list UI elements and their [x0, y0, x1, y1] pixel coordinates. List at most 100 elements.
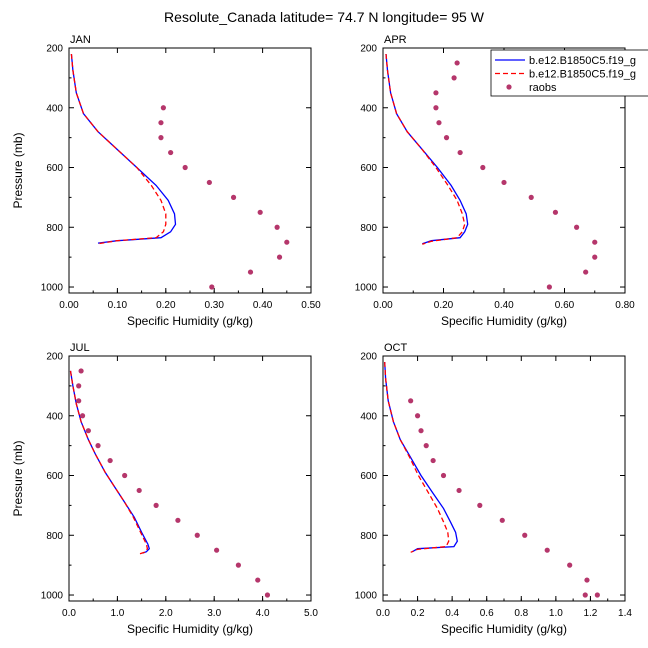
x-tick-label: 3.0 [207, 608, 221, 619]
x-tick-label: 0.50 [301, 300, 321, 311]
y-tick-label: 600 [360, 471, 377, 482]
raobs-point [436, 120, 442, 126]
raobs-point [583, 269, 589, 275]
series-model-dashed-line [385, 53, 466, 245]
raobs-point [78, 368, 84, 374]
raobs-point [284, 239, 290, 245]
raobs-point [76, 383, 82, 389]
y-tick-label: 600 [46, 163, 63, 174]
x-tick-label: 1.0 [110, 608, 124, 619]
legend-marker [506, 84, 512, 90]
raobs-point [206, 179, 212, 186]
x-tick-label: 0.20 [434, 300, 454, 311]
series-model-solid-line [384, 361, 458, 553]
x-tick-label: 0.20 [156, 300, 176, 311]
raobs-point [247, 269, 254, 275]
panel-oct: OCT 0.0 0.2 0.4 0.6 0.8 1.0 1.2 1.4 200 400 600 800 1… [355, 342, 633, 636]
x-tick-label: 0.10 [108, 300, 128, 311]
raobs-point [209, 284, 215, 290]
x-tick-label: 4.0 [256, 608, 270, 619]
raobs-point [194, 532, 200, 538]
legend-label: b.e12.B1850C5.f19_g [529, 69, 636, 81]
raobs-point [230, 194, 237, 200]
raobs-point [408, 398, 414, 404]
raobs-point [95, 443, 101, 449]
raobs-point [76, 398, 82, 404]
x-tick-label: 0.0 [62, 608, 76, 619]
raobs-point [477, 502, 483, 508]
raobs-point [160, 105, 166, 111]
legend-entry: b.e12.B1850C5.f19_g [495, 69, 636, 81]
legend: b.e12.B1850C5.f19_g b.e12.B1850C5.f19_gra… [490, 49, 648, 97]
raobs-point [214, 547, 220, 553]
x-tick-label: 0.6 [480, 608, 494, 619]
raobs-point [276, 254, 283, 260]
x-tick-label: 0.8 [514, 608, 528, 619]
panel-jan: JAN 0.00 0.10 0.20 0.30 0.40 0.50 200 400 600 800 1… [11, 34, 321, 328]
raobs-point [153, 502, 159, 508]
y-tick-label: 600 [46, 471, 63, 482]
raobs-point [175, 517, 181, 523]
x-tick-label: 2.0 [159, 608, 173, 619]
raobs-point [433, 105, 439, 111]
x-tick-label: 1.2 [583, 608, 597, 619]
y-tick-label: 1000 [355, 283, 378, 294]
x-tick-label: 0.00 [373, 300, 393, 311]
raobs-point [552, 209, 559, 215]
panel-label: OCT [384, 342, 408, 354]
legend-label: raobs [529, 82, 557, 94]
raobs-point [79, 413, 86, 419]
raobs-point [567, 562, 573, 568]
y-axis-title: Pressure (mb) [11, 440, 25, 516]
raobs-point [456, 487, 462, 494]
x-axis-title: Specific Humidity (g/kg) [127, 622, 253, 636]
series-model-solid-line [69, 370, 151, 554]
series-model-dashed-line [70, 53, 167, 245]
legend-box [490, 49, 648, 97]
x-tick-label: 0.00 [59, 300, 79, 311]
panel-label: JAN [70, 34, 91, 46]
raobs-point [257, 209, 263, 215]
series-raobs [76, 368, 271, 598]
series-raobs [408, 398, 600, 598]
y-tick-label: 800 [46, 531, 63, 542]
raobs-point [430, 457, 436, 464]
panel-jul: JUL 0.0 1.0 2.0 3.0 4.0 5.0 200 400 600 800 1000 Spe… [11, 342, 318, 636]
raobs-point [499, 517, 505, 523]
series-model-solid-line [70, 53, 177, 244]
y-tick-label: 200 [360, 352, 377, 363]
x-tick-label: 1.4 [618, 608, 632, 619]
x-tick-label: 0.4 [445, 608, 459, 619]
y-tick-label: 600 [360, 163, 377, 174]
panel-label: APR [384, 34, 407, 46]
x-axis-title: Specific Humidity (g/kg) [441, 314, 567, 328]
raobs-point [264, 592, 271, 598]
panel-label: JUL [70, 342, 90, 354]
raobs-point [440, 472, 447, 479]
x-tick-label: 0.0 [376, 608, 390, 619]
raobs-point [433, 90, 439, 96]
raobs-point [528, 194, 534, 200]
raobs-point [122, 472, 128, 479]
plot-frame [68, 47, 312, 294]
series-model-solid-line [385, 53, 469, 245]
raobs-point [107, 457, 113, 464]
legend-entry: raobs [506, 82, 557, 94]
raobs-point [574, 224, 580, 230]
y-tick-label: 400 [46, 411, 63, 422]
y-axis-title: Pressure (mb) [11, 132, 25, 208]
y-tick-label: 800 [360, 223, 377, 234]
raobs-point [522, 532, 528, 538]
y-tick-label: 400 [360, 103, 377, 114]
y-tick-label: 400 [46, 103, 63, 114]
raobs-point [451, 75, 457, 81]
raobs-point [592, 239, 598, 245]
raobs-point [480, 164, 486, 171]
raobs-point [85, 428, 91, 434]
raobs-point [582, 592, 588, 598]
panels: JAN 0.00 0.10 0.20 0.30 0.40 0.50 200 400 600 800 1… [11, 34, 635, 636]
y-tick-label: 1000 [41, 591, 64, 602]
x-tick-label: 5.0 [304, 608, 318, 619]
raobs-point [594, 592, 600, 598]
